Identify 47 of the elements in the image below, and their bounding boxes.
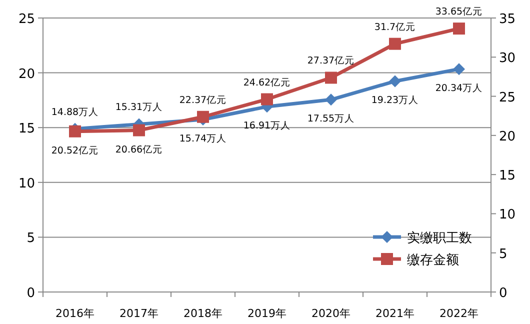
data-label: 20.52亿元 <box>51 145 99 156</box>
y2-tick-label: 25 <box>499 90 516 106</box>
point <box>69 125 81 138</box>
data-label: 19.23万人 <box>371 95 419 106</box>
point <box>453 63 465 76</box>
x-tick-label: 2022年 <box>440 307 478 320</box>
legend-label: 缴存金额 <box>407 253 459 268</box>
point <box>389 38 401 50</box>
data-label: 15.31万人 <box>115 102 163 114</box>
data-label: 15.74万人 <box>179 133 227 144</box>
y2-tick-label: 0 <box>499 286 508 301</box>
data-label: 20.66亿元 <box>115 144 163 156</box>
data-label: 17.55万人 <box>307 114 355 125</box>
y-tick-label: 15 <box>18 122 35 137</box>
data-label: 27.37亿元 <box>307 56 355 67</box>
point <box>325 94 337 106</box>
point <box>197 110 209 123</box>
x-tick-label: 2019年 <box>248 307 286 320</box>
y2-tick-label: 10 <box>499 208 516 223</box>
y2-tick-label: 35 <box>499 12 516 27</box>
data-label: 22.37亿元 <box>179 94 227 106</box>
y2-tick-label: 5 <box>499 246 508 262</box>
data-label: 24.62亿元 <box>243 77 291 88</box>
point <box>389 75 401 88</box>
data-label: 20.34万人 <box>435 83 483 94</box>
point <box>261 93 273 106</box>
x-tick-label: 2021年 <box>376 307 414 320</box>
point <box>133 124 145 136</box>
y-tick-label: 5 <box>26 231 35 246</box>
legend-label: 实缴职工数 <box>407 231 472 246</box>
y2-tick-label: 20 <box>499 129 516 144</box>
point <box>453 22 465 35</box>
y-tick-label: 20 <box>18 66 35 82</box>
y-tick-label: 25 <box>18 12 35 27</box>
x-tick-label: 2017年 <box>120 307 158 320</box>
y-tick-label: 0 <box>26 286 35 301</box>
y2-tick-label: 15 <box>499 168 516 184</box>
x-tick-label: 2016年 <box>56 307 94 320</box>
data-label: 31.7亿元 <box>374 22 416 33</box>
data-label: 16.91万人 <box>243 120 291 132</box>
x-tick-label: 2020年 <box>312 307 350 320</box>
y-tick-label: 10 <box>18 176 35 192</box>
x-tick-label: 2018年 <box>184 307 222 320</box>
y2-tick-label: 30 <box>499 51 516 66</box>
data-label: 33.65亿元 <box>435 6 483 18</box>
data-label: 14.88万人 <box>51 106 99 118</box>
point <box>325 72 337 84</box>
